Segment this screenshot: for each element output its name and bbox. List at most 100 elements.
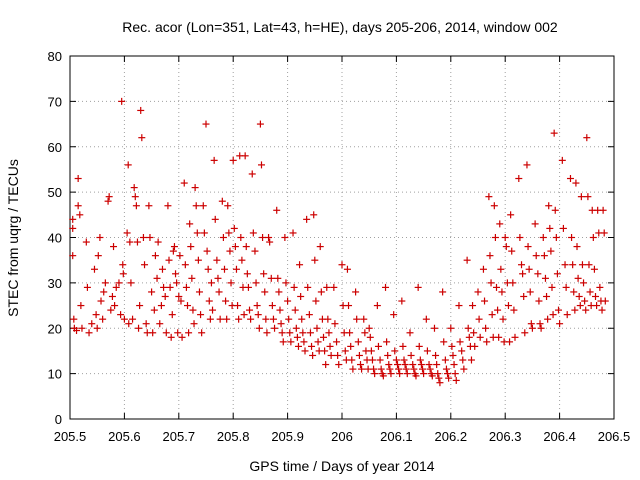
data-point <box>347 342 355 350</box>
data-point <box>223 315 231 323</box>
data-point <box>584 193 592 201</box>
data-point <box>506 338 514 346</box>
y-tick-label: 40 <box>48 231 62 246</box>
data-point <box>279 338 287 346</box>
data-point <box>308 342 316 350</box>
data-point <box>353 315 361 323</box>
x-tick-label: 206.3 <box>489 429 522 444</box>
data-point <box>482 324 490 332</box>
data-point <box>125 320 133 328</box>
data-point <box>585 261 593 269</box>
data-point <box>416 356 424 364</box>
data-point <box>101 279 109 287</box>
data-point <box>601 297 609 305</box>
data-point <box>552 234 560 241</box>
data-point <box>132 202 140 210</box>
data-point <box>550 129 558 137</box>
data-point <box>215 288 223 296</box>
data-point <box>219 234 227 241</box>
x-tick-label: 206.4 <box>543 429 576 444</box>
data-point <box>531 220 539 228</box>
data-point <box>248 170 256 178</box>
data-point <box>511 333 519 341</box>
data-point <box>305 311 313 319</box>
data-point <box>499 315 507 323</box>
data-point <box>581 297 589 305</box>
data-point <box>249 229 257 237</box>
data-point <box>73 327 81 335</box>
data-point <box>481 297 489 305</box>
data-point <box>157 302 165 310</box>
data-point <box>107 306 115 314</box>
data-point <box>577 193 585 201</box>
data-point <box>374 342 382 350</box>
data-point <box>391 347 399 355</box>
data-point <box>470 329 478 337</box>
data-point <box>366 333 374 341</box>
data-point <box>311 256 319 264</box>
data-point <box>553 270 561 278</box>
data-point <box>321 347 329 355</box>
data-point <box>360 315 368 323</box>
data-point <box>559 224 567 232</box>
data-point <box>197 311 205 319</box>
data-point <box>135 324 143 332</box>
data-point <box>452 376 460 384</box>
data-point <box>467 356 475 364</box>
data-point <box>549 311 557 319</box>
data-point <box>402 365 410 373</box>
data-point <box>297 292 305 300</box>
data-point <box>218 197 226 205</box>
data-point <box>153 274 161 282</box>
data-point <box>174 329 182 337</box>
data-point <box>502 243 510 251</box>
data-point <box>460 365 468 373</box>
data-point <box>510 306 518 314</box>
data-point <box>241 152 249 160</box>
data-point <box>199 202 207 210</box>
data-point <box>69 224 77 232</box>
data-point <box>409 361 417 369</box>
data-point <box>548 283 556 291</box>
data-point <box>471 342 479 350</box>
data-point <box>238 256 246 264</box>
data-point <box>186 220 194 228</box>
data-point <box>497 265 505 273</box>
data-point <box>395 365 403 373</box>
data-point <box>246 306 254 314</box>
data-point <box>458 347 466 355</box>
data-point <box>240 311 248 319</box>
data-point <box>299 329 307 337</box>
data-point <box>377 365 385 373</box>
data-point <box>192 202 200 210</box>
data-point <box>399 342 407 350</box>
data-point <box>326 342 334 350</box>
data-point <box>137 106 145 114</box>
data-point <box>430 324 438 332</box>
data-point <box>252 279 260 287</box>
data-point <box>586 288 594 296</box>
data-point <box>403 370 411 378</box>
data-point <box>556 320 564 328</box>
data-point <box>566 175 574 183</box>
data-point <box>451 370 459 378</box>
data-point <box>117 311 125 319</box>
data-point <box>271 324 279 332</box>
data-point <box>148 288 156 296</box>
data-point <box>265 234 273 241</box>
data-point <box>282 279 290 287</box>
y-tick-label: 10 <box>48 367 62 382</box>
data-point <box>417 361 425 369</box>
data-point <box>138 134 146 142</box>
data-point <box>519 270 527 278</box>
data-point <box>111 302 119 310</box>
data-point <box>485 193 493 201</box>
chart-title: Rec. acor (Lon=351, Lat=43, h=HE), days … <box>122 19 558 35</box>
data-point <box>433 361 441 369</box>
data-point <box>231 243 239 251</box>
data-point <box>150 306 158 314</box>
data-point <box>558 156 566 164</box>
data-point <box>358 365 366 373</box>
data-point <box>491 234 499 241</box>
data-point <box>355 351 363 359</box>
